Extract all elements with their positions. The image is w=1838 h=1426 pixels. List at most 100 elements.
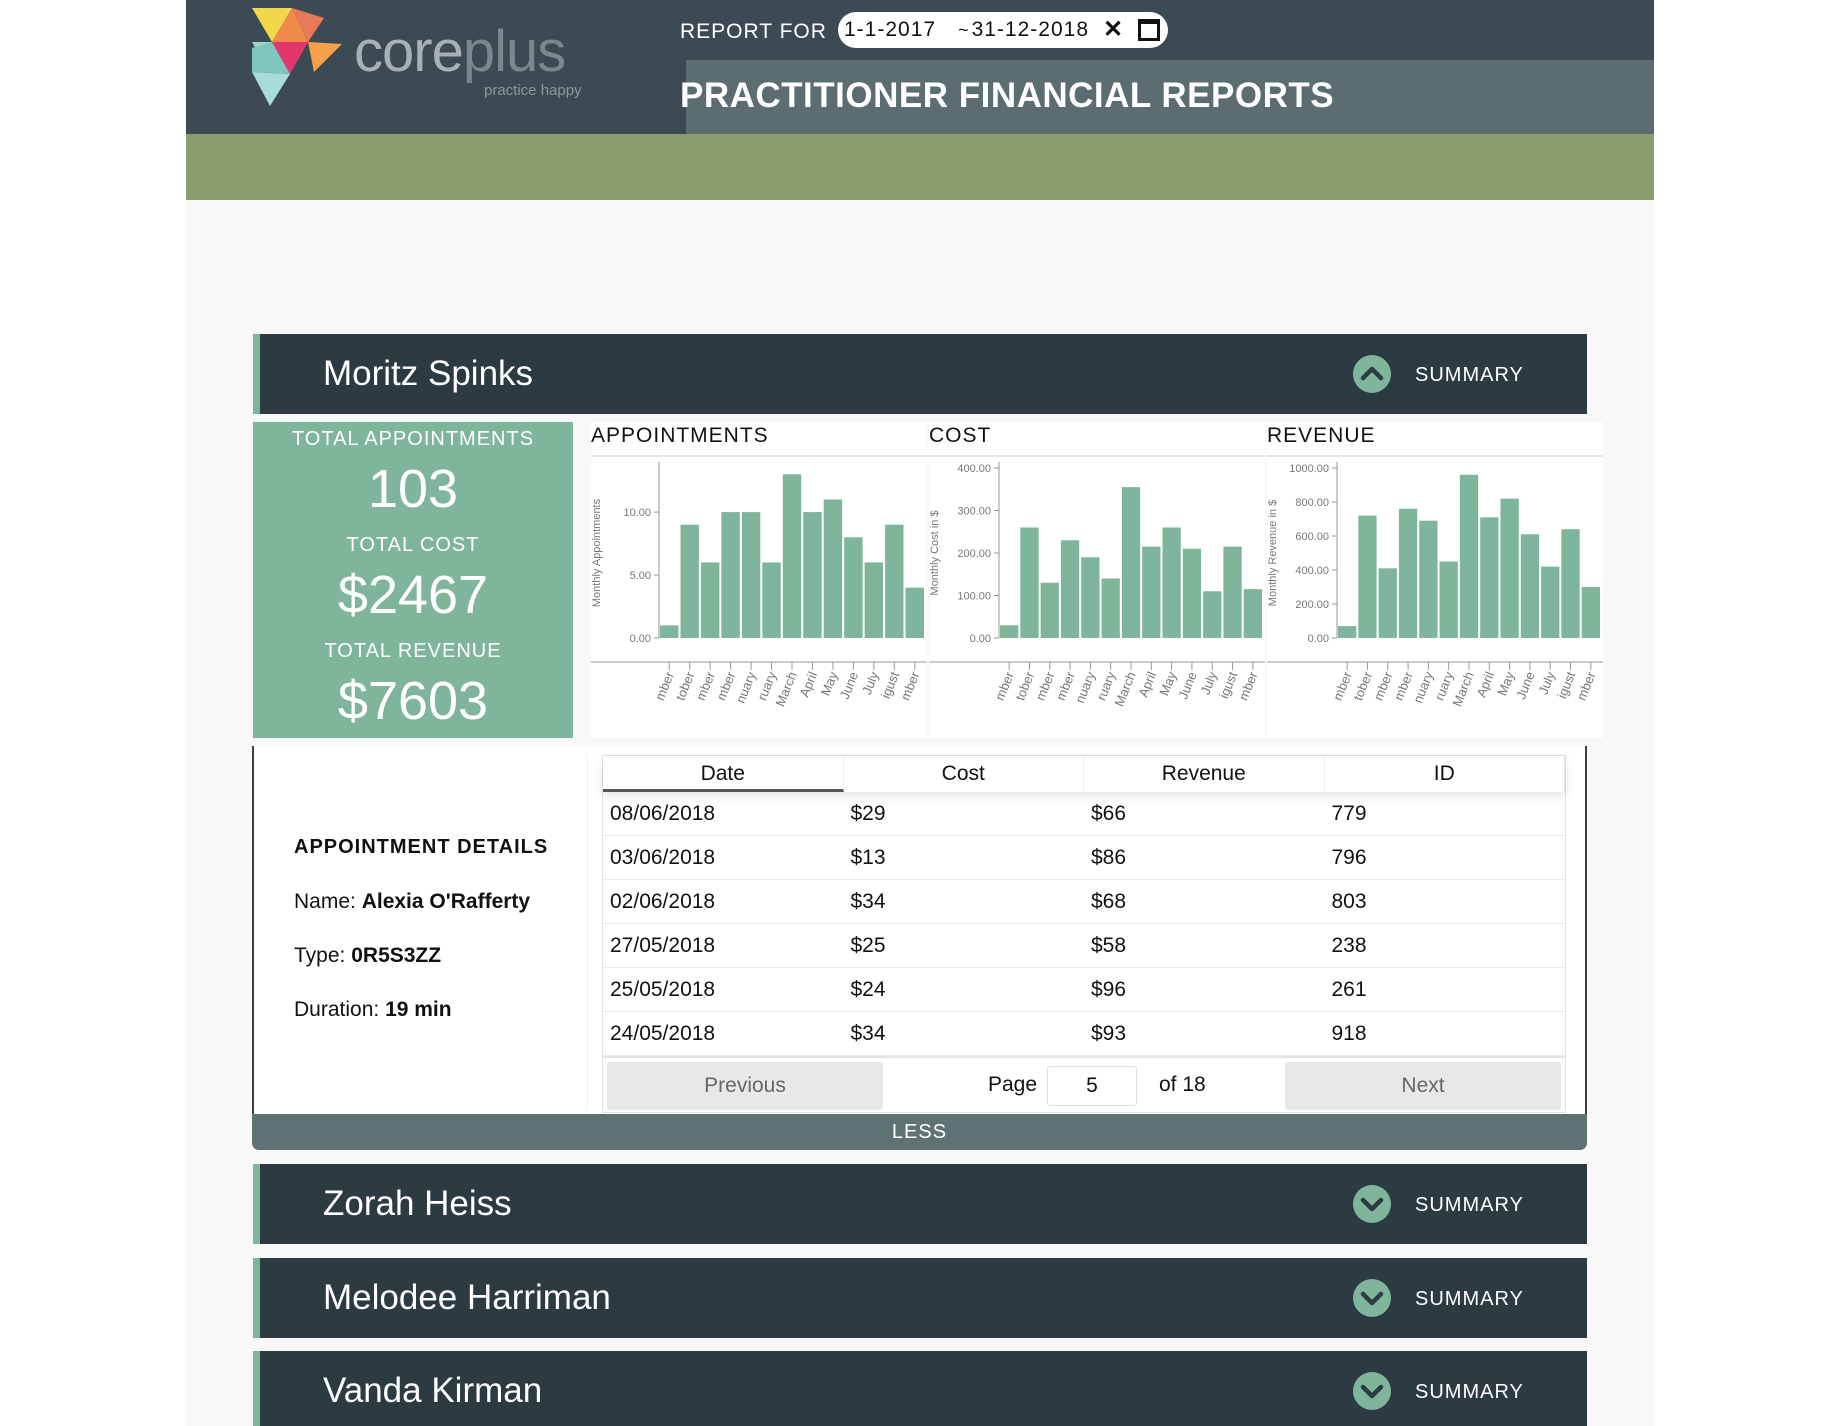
practitioner-header-zorah-heiss[interactable]: Zorah Heiss SUMMARY xyxy=(253,1164,1587,1244)
previous-page-button[interactable]: Previous xyxy=(607,1062,883,1110)
table-row[interactable]: 24/05/2018 $34 $93 918 xyxy=(603,1012,1565,1056)
summary-toggle-label[interactable]: SUMMARY xyxy=(1415,364,1524,386)
practitioner-header-vanda-kirman[interactable]: Vanda Kirman SUMMARY xyxy=(253,1351,1587,1426)
bar[interactable] xyxy=(1121,487,1141,638)
practitioner-header-moritz-spinks[interactable]: Moritz Spinks SUMMARY xyxy=(253,334,1587,414)
cell-cost: $24 xyxy=(850,978,886,1001)
cell-id: 796 xyxy=(1331,846,1367,869)
page: coreplus practice happy REPORT FOR 1-1-2… xyxy=(186,0,1654,1426)
summary-toggle-label[interactable]: SUMMARY xyxy=(1415,1381,1524,1403)
bar[interactable] xyxy=(823,499,843,638)
cell-revenue: $58 xyxy=(1091,934,1127,957)
bar[interactable] xyxy=(905,587,924,638)
cell-date: 08/06/2018 xyxy=(610,802,716,825)
bar[interactable] xyxy=(885,524,904,638)
cost-chart-svg: 0.00 100.00 200.00 300.00 400.00 Monthly Cost… xyxy=(929,455,1265,709)
page-number-input[interactable]: 5 xyxy=(1047,1066,1137,1106)
bar[interactable] xyxy=(1338,626,1357,638)
logo-wordmark: coreplus xyxy=(354,18,566,85)
bar[interactable] xyxy=(1581,587,1600,638)
cell-revenue: $93 xyxy=(1091,1022,1127,1045)
y-tick-label: 400.00 xyxy=(957,463,991,475)
date-end[interactable]: 31-12-2018 xyxy=(971,18,1089,41)
bar[interactable] xyxy=(1500,498,1519,638)
date-range-picker[interactable]: 1-1-2017 ~ 31-12-2018 ✕ xyxy=(838,12,1168,48)
totals-panel: TOTAL APPOINTMENTS 103 TOTAL COST $2467 … xyxy=(253,422,573,738)
bar[interactable] xyxy=(1182,548,1202,638)
column-header-date[interactable]: Date xyxy=(603,756,844,792)
clear-date-icon[interactable]: ✕ xyxy=(1103,16,1125,43)
bar[interactable] xyxy=(1561,529,1580,638)
bar[interactable] xyxy=(1419,520,1438,638)
cell-id: 803 xyxy=(1331,890,1367,913)
header: coreplus practice happy REPORT FOR 1-1-2… xyxy=(186,0,1654,134)
bar[interactable] xyxy=(721,512,740,638)
bar[interactable] xyxy=(1243,589,1262,638)
bar[interactable] xyxy=(1142,546,1161,638)
bar[interactable] xyxy=(1398,508,1418,638)
bar[interactable] xyxy=(1378,568,1397,638)
chevron-down-icon[interactable] xyxy=(1353,1279,1391,1317)
cell-date: 24/05/2018 xyxy=(610,1022,716,1045)
y-tick-label: 800.00 xyxy=(1295,497,1329,509)
bar[interactable] xyxy=(680,524,699,638)
bar[interactable] xyxy=(1162,527,1181,639)
bar[interactable] xyxy=(1081,557,1100,638)
cell-id: 918 xyxy=(1331,1022,1367,1045)
y-tick-label: 0.00 xyxy=(1308,633,1329,645)
chevron-up-icon[interactable] xyxy=(1353,355,1391,393)
date-start[interactable]: 1-1-2017 xyxy=(844,18,937,41)
x-tick-label: June xyxy=(837,670,861,702)
bar[interactable] xyxy=(1480,517,1499,638)
header-band xyxy=(686,60,1654,134)
total-cost-label: TOTAL COST xyxy=(346,534,480,556)
x-tick-label: mber xyxy=(1574,669,1599,703)
collapse-less-button[interactable]: LESS xyxy=(252,1114,1587,1150)
detail-duration-label: Duration: xyxy=(294,998,380,1021)
bar[interactable] xyxy=(803,512,822,638)
cell-revenue: $96 xyxy=(1091,978,1127,1001)
bar[interactable] xyxy=(782,474,802,638)
practitioner-name: Melodee Harriman xyxy=(323,1278,611,1317)
bar[interactable] xyxy=(1520,534,1540,638)
column-header-revenue[interactable]: Revenue xyxy=(1084,756,1325,792)
bar[interactable] xyxy=(1223,546,1242,638)
bar[interactable] xyxy=(1060,540,1080,638)
coreplus-logo[interactable]: coreplus practice happy xyxy=(252,4,592,108)
bar[interactable] xyxy=(864,562,884,638)
bar[interactable] xyxy=(1541,566,1560,638)
calendar-icon[interactable] xyxy=(1138,19,1161,41)
next-page-button[interactable]: Next xyxy=(1285,1062,1561,1110)
table-row[interactable]: 25/05/2018 $24 $96 261 xyxy=(603,968,1565,1012)
bar[interactable] xyxy=(1203,591,1222,638)
summary-toggle-label[interactable]: SUMMARY xyxy=(1415,1288,1524,1310)
bar[interactable] xyxy=(844,537,863,638)
bar[interactable] xyxy=(700,562,720,638)
bar[interactable] xyxy=(1000,625,1019,638)
cell-id: 779 xyxy=(1331,802,1367,825)
bar[interactable] xyxy=(741,512,761,638)
table-header: Date Cost Revenue ID xyxy=(603,756,1565,792)
bar[interactable] xyxy=(1040,582,1059,638)
table-row[interactable]: 02/06/2018 $34 $68 803 xyxy=(603,880,1565,924)
table-row[interactable]: 03/06/2018 $13 $86 796 xyxy=(603,836,1565,880)
bar[interactable] xyxy=(1101,578,1120,639)
detail-name: Name: Alexia O'Rafferty xyxy=(294,890,530,914)
bar[interactable] xyxy=(1459,474,1479,638)
table-row[interactable]: 27/05/2018 $25 $58 238 xyxy=(603,924,1565,968)
bar[interactable] xyxy=(1358,515,1377,638)
bar[interactable] xyxy=(1020,527,1039,639)
table-row[interactable]: 08/06/2018 $29 $66 779 xyxy=(603,792,1565,836)
practitioner-header-melodee-harriman[interactable]: Melodee Harriman SUMMARY xyxy=(253,1258,1587,1338)
logo-mark-icon xyxy=(252,8,342,106)
summary-toggle-label[interactable]: SUMMARY xyxy=(1415,1194,1524,1216)
bar[interactable] xyxy=(1439,561,1458,639)
chevron-down-icon[interactable] xyxy=(1353,1185,1391,1223)
bar[interactable] xyxy=(660,625,679,638)
chevron-down-icon[interactable] xyxy=(1353,1372,1391,1410)
column-header-cost[interactable]: Cost xyxy=(844,756,1084,792)
column-header-id[interactable]: ID xyxy=(1325,756,1565,792)
bar[interactable] xyxy=(762,562,781,638)
x-tick-label: June xyxy=(1513,670,1537,702)
detail-name-label: Name: xyxy=(294,890,356,913)
